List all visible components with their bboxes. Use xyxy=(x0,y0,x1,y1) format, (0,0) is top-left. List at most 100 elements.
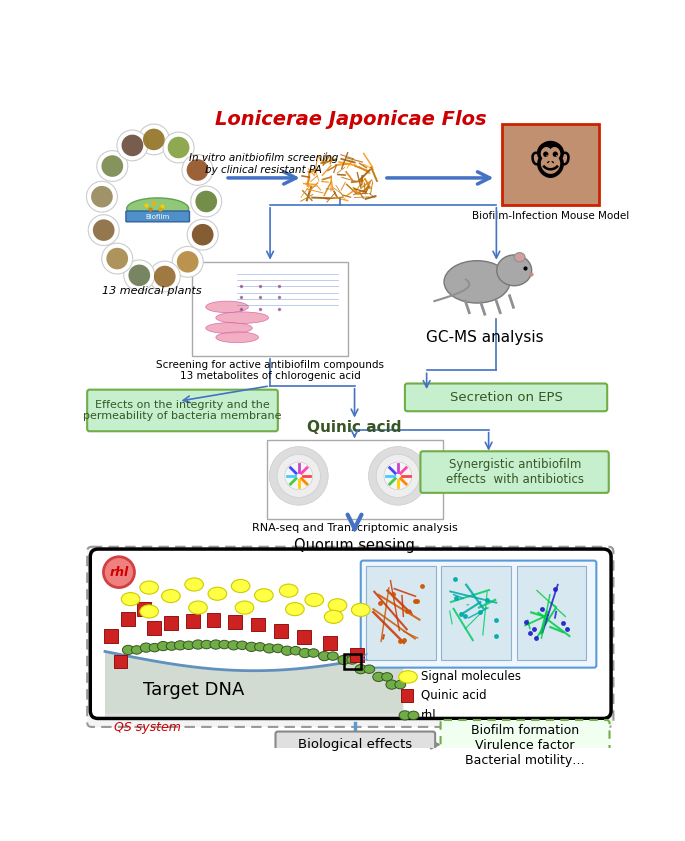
Circle shape xyxy=(187,220,219,250)
Ellipse shape xyxy=(399,711,411,720)
Ellipse shape xyxy=(228,641,240,650)
FancyBboxPatch shape xyxy=(87,547,613,727)
Bar xyxy=(114,654,127,669)
Circle shape xyxy=(195,191,217,212)
FancyBboxPatch shape xyxy=(126,211,190,222)
Ellipse shape xyxy=(206,323,252,334)
FancyBboxPatch shape xyxy=(275,732,435,758)
Circle shape xyxy=(168,137,190,158)
Ellipse shape xyxy=(444,261,510,303)
Ellipse shape xyxy=(206,301,249,313)
Bar xyxy=(206,613,221,627)
Text: Biological effects: Biological effects xyxy=(298,738,412,751)
Ellipse shape xyxy=(514,252,525,262)
Circle shape xyxy=(187,159,208,181)
Text: Quinic acid: Quinic acid xyxy=(308,420,402,436)
Bar xyxy=(502,124,599,205)
Ellipse shape xyxy=(364,665,375,674)
Ellipse shape xyxy=(127,198,188,220)
Bar xyxy=(164,616,178,630)
Ellipse shape xyxy=(273,644,284,653)
Circle shape xyxy=(121,135,143,156)
Text: Screening for active antibiofilm compounds
13 metabolites of chlorogenic acid: Screening for active antibiofilm compoun… xyxy=(156,360,384,381)
Text: Quinic acid: Quinic acid xyxy=(421,689,487,702)
Circle shape xyxy=(277,454,321,498)
Bar xyxy=(251,617,264,632)
FancyBboxPatch shape xyxy=(361,561,597,668)
Text: Lonicerae Japonicae Flos: Lonicerae Japonicae Flos xyxy=(215,110,486,130)
Ellipse shape xyxy=(286,602,304,616)
Circle shape xyxy=(172,246,203,278)
Circle shape xyxy=(269,447,328,505)
Ellipse shape xyxy=(347,656,358,664)
Text: 13 medical plants: 13 medical plants xyxy=(103,286,202,296)
Text: Synergistic antibiofilm
effects  with antibiotics: Synergistic antibiofilm effects with ant… xyxy=(446,458,584,486)
Ellipse shape xyxy=(246,643,258,652)
Ellipse shape xyxy=(386,680,397,690)
Circle shape xyxy=(117,130,148,161)
Ellipse shape xyxy=(140,643,152,653)
Ellipse shape xyxy=(395,680,406,689)
Ellipse shape xyxy=(279,584,298,597)
Circle shape xyxy=(88,214,119,246)
Bar xyxy=(186,614,199,627)
Circle shape xyxy=(192,224,214,246)
Ellipse shape xyxy=(201,640,212,648)
Ellipse shape xyxy=(373,672,384,681)
FancyBboxPatch shape xyxy=(421,452,609,493)
Ellipse shape xyxy=(158,642,169,651)
Ellipse shape xyxy=(264,643,275,653)
Text: QS system: QS system xyxy=(114,721,181,733)
Ellipse shape xyxy=(299,648,311,658)
Bar xyxy=(401,690,414,701)
FancyBboxPatch shape xyxy=(516,566,586,660)
Text: Secretion on EPS: Secretion on EPS xyxy=(450,391,563,404)
Ellipse shape xyxy=(282,646,293,655)
Ellipse shape xyxy=(355,664,366,674)
Ellipse shape xyxy=(166,642,177,650)
Circle shape xyxy=(149,261,180,292)
Text: Biofilm: Biofilm xyxy=(146,214,170,220)
Circle shape xyxy=(369,447,427,505)
Ellipse shape xyxy=(237,641,247,649)
Text: In vitro anitbiofilm screening
by clinical resistant PA: In vitro anitbiofilm screening by clinic… xyxy=(189,153,338,175)
FancyBboxPatch shape xyxy=(366,566,436,660)
Ellipse shape xyxy=(324,611,343,623)
Circle shape xyxy=(106,248,128,269)
Ellipse shape xyxy=(219,640,229,648)
Ellipse shape xyxy=(149,643,160,652)
Ellipse shape xyxy=(208,587,227,600)
Ellipse shape xyxy=(162,590,180,602)
Bar xyxy=(323,636,337,650)
Text: 🐵: 🐵 xyxy=(527,145,573,183)
FancyBboxPatch shape xyxy=(441,566,511,660)
Circle shape xyxy=(93,220,114,241)
FancyBboxPatch shape xyxy=(267,441,443,519)
Ellipse shape xyxy=(216,332,258,342)
Ellipse shape xyxy=(140,581,158,594)
Bar xyxy=(344,653,361,669)
Circle shape xyxy=(190,186,222,217)
Circle shape xyxy=(182,155,213,185)
Bar xyxy=(121,612,135,626)
Circle shape xyxy=(143,129,164,151)
Ellipse shape xyxy=(235,601,254,614)
Text: Target DNA: Target DNA xyxy=(143,681,245,699)
Text: Signal molecules: Signal molecules xyxy=(421,670,521,684)
Ellipse shape xyxy=(399,671,417,683)
Ellipse shape xyxy=(210,640,222,649)
Ellipse shape xyxy=(132,646,142,654)
Ellipse shape xyxy=(188,601,208,614)
Text: Effects on the integrity and the
permeability of bacteria membrane: Effects on the integrity and the permeab… xyxy=(84,399,282,421)
Circle shape xyxy=(285,462,312,489)
Ellipse shape xyxy=(255,643,265,651)
FancyBboxPatch shape xyxy=(440,720,610,771)
Ellipse shape xyxy=(185,578,203,591)
Circle shape xyxy=(91,186,113,208)
Circle shape xyxy=(154,266,175,288)
Ellipse shape xyxy=(140,605,158,618)
Ellipse shape xyxy=(308,648,319,658)
Circle shape xyxy=(163,132,194,163)
Bar xyxy=(274,624,288,637)
FancyBboxPatch shape xyxy=(90,549,611,718)
